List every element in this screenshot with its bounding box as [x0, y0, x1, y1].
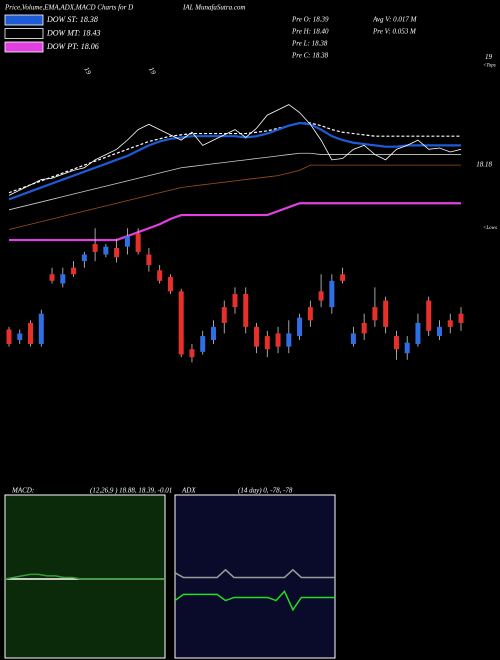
volume: Avg V: 0.017 M [372, 16, 418, 24]
header-right: IAL MunafaSutra.com [182, 4, 245, 12]
candle-body [447, 320, 453, 327]
candle-body [103, 246, 109, 255]
line [8, 164, 461, 230]
y-tick-label: 18.18 [476, 161, 492, 169]
annotation: <Tops [483, 63, 496, 68]
candle-body [17, 333, 23, 341]
candle-body [340, 274, 346, 281]
legend-swatch [4, 41, 44, 53]
adx-panel [174, 494, 336, 659]
panel-title: MACD: [11, 487, 34, 495]
candle-body [135, 233, 141, 252]
candle-body [286, 333, 292, 347]
candle-body [178, 291, 184, 355]
candle-body [38, 313, 44, 344]
candle-body [243, 293, 249, 327]
candle-body [297, 317, 303, 337]
line [9, 202, 461, 242]
x-label: 19 [147, 66, 158, 76]
candle-body [167, 276, 173, 292]
candle-body [436, 326, 442, 337]
line [8, 152, 461, 211]
candle-body [81, 254, 87, 262]
candle-body [6, 329, 12, 344]
line [174, 568, 335, 579]
y-tick-label: 19 [485, 53, 493, 61]
candle-body [124, 236, 130, 247]
quote: Pre L: 18.38 [291, 40, 328, 48]
candle-body [426, 300, 432, 331]
candle-body [232, 293, 238, 308]
candle-body [264, 336, 270, 350]
candle-body [92, 244, 98, 252]
panel-subtitle: (14 day) 0, -78, -78 [238, 487, 293, 495]
candle-body [210, 326, 216, 341]
candle-body [157, 270, 163, 281]
candle-body [60, 274, 66, 284]
candle-body [146, 254, 152, 266]
quote: Pre H: 18.40 [291, 28, 329, 36]
line [174, 589, 335, 612]
legend-label: DOW ST: 18.38 [46, 15, 98, 24]
candle-body [372, 307, 378, 321]
line [8, 104, 462, 196]
legend-swatch [4, 14, 44, 26]
candle-body [393, 336, 399, 350]
candle-body [415, 322, 421, 344]
line [8, 121, 461, 201]
header-left: Price,Volume,EMA,ADX,MACD Charts for D [4, 4, 133, 12]
candle-body [458, 313, 464, 323]
line [4, 573, 165, 580]
candle-body [361, 322, 367, 334]
candle-body [254, 326, 260, 347]
candle-body [28, 322, 34, 344]
legend-swatch [4, 28, 44, 39]
candle-body [329, 280, 335, 308]
line [8, 122, 461, 194]
candle-body [49, 274, 55, 281]
quote: Pre C: 18.38 [291, 52, 329, 60]
panel-title: ADX [181, 487, 196, 495]
quote: Pre O: 18.39 [291, 16, 329, 24]
annotation: <Lows [483, 226, 497, 231]
candle-body [200, 336, 206, 352]
candle-body [71, 267, 77, 275]
x-label: 19 [82, 66, 93, 76]
volume: Pre V: 0.053 M [372, 28, 417, 36]
candle-body [275, 333, 281, 347]
candle-body [318, 291, 324, 301]
candle-body [350, 333, 356, 344]
legend-label: DOW MT: 18.43 [46, 28, 101, 37]
candle-body [404, 342, 410, 354]
legend-label: DOW PT: 18.06 [46, 42, 99, 51]
candle-body [383, 300, 389, 327]
candle-body [114, 247, 120, 258]
candle-body [189, 349, 195, 358]
candle-body [221, 307, 227, 323]
macd-panel [4, 494, 166, 659]
candle-body [307, 307, 313, 321]
panel-subtitle: (12,26,9 ) 18.88, 18.39, -0.01 [90, 487, 172, 495]
